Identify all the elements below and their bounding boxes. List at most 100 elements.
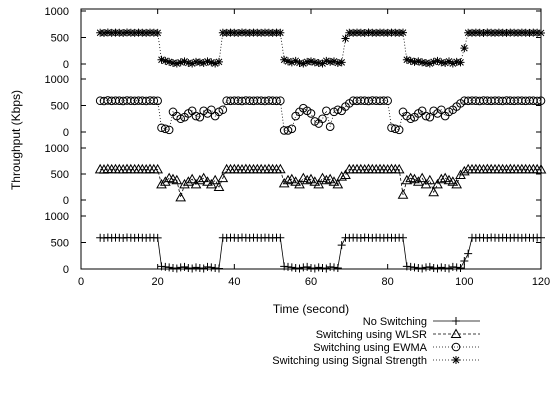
star-marker [437,58,446,67]
circle-marker [379,96,389,105]
star-marker [165,57,174,66]
circle-marker [283,126,293,135]
plus-marker [165,263,174,272]
star-marker [203,57,212,66]
star-marker [337,58,346,67]
circle-marker [425,112,435,122]
star-marker [291,56,300,65]
plus-marker [287,263,296,272]
x-tick-label: 100 [455,276,473,288]
star-marker [410,57,419,66]
star-marker [195,58,204,67]
plus-marker [161,262,170,271]
y-axis-ticks: 0 500 1000 0 500 1000 0 500 1000 0 500 1000 [45,6,541,276]
legend-label: Switching using WLSR [316,329,427,341]
y-tick-label: 1000 [45,74,69,86]
plus-marker [153,233,162,242]
plus-marker [441,263,450,272]
series-line [100,237,542,269]
plus-marker [464,249,473,258]
triangle-marker [171,174,183,185]
triangle-marker [340,169,351,180]
star-marker [184,58,193,67]
star-marker [414,57,423,66]
star-marker [537,28,545,37]
triangle-marker [274,163,286,174]
star-marker [284,57,292,66]
plus-marker [157,262,166,271]
plus-marker [192,263,200,272]
circle-marker [437,105,446,115]
triangle-marker [458,165,470,176]
plus-marker [180,262,189,271]
triangle-marker [397,189,409,199]
triangle-marker [432,178,443,189]
circle-marker [276,96,285,106]
star-marker [161,56,170,65]
triangle-marker [213,181,225,191]
star-marker [452,356,460,364]
plus-marker [100,233,108,242]
triangle-marker [328,176,340,186]
star-marker [425,59,434,68]
star-marker [307,57,315,66]
star-marker [452,57,461,66]
star-marker [418,58,427,67]
plus-marker [215,264,223,273]
plus-marker [330,263,338,272]
triangle-marker [198,172,210,183]
star-marker [399,28,407,37]
plus-marker [284,262,292,271]
plus-marker [211,263,220,272]
star-marker [326,57,335,66]
triangle-marker [98,164,110,174]
circle-marker [272,96,281,106]
star-marker [422,58,430,67]
plus-marker [318,263,327,272]
y-tick-label: 1000 [45,6,69,18]
series-line [100,100,542,131]
plus-marker [295,264,304,273]
plot-border [80,8,542,270]
plus-marker [203,262,212,271]
circle-marker [322,106,331,116]
star-marker [448,59,457,68]
plus-marker [437,263,446,272]
circle-marker [153,96,162,106]
circle-marker [421,111,431,121]
star-marker [429,57,438,66]
triangle-marker [401,174,413,185]
plus-marker [452,263,461,272]
star-marker [333,58,342,67]
y-tick-label: 500 [51,101,69,113]
star-marker [402,55,411,64]
plus-marker [448,262,457,271]
y-tick-label: 500 [51,238,69,250]
plus-marker [537,233,545,242]
plus-marker [399,233,407,242]
legend-label: Switching using EWMA [313,342,427,354]
plus-marker [326,262,335,271]
plus-marker [445,264,453,273]
circle-marker [287,124,297,134]
triangle-marker [194,174,206,185]
circle-marker [532,96,542,106]
star-marker [176,58,185,67]
triangle-marker [428,186,440,197]
plus-marker [199,264,208,273]
star-marker [433,56,442,65]
x-axis-label: Time (second) [273,302,349,316]
triangle-marker [320,174,332,185]
star-marker [314,58,323,67]
plus-marker [425,262,434,271]
circle-marker [451,342,461,352]
plus-marker [418,264,427,273]
plus-marker [456,263,465,272]
triangle-marker [156,178,167,189]
circle-marker [207,105,216,115]
y-tick-label: 500 [51,169,69,181]
circle-marker [383,96,392,106]
star-marker [153,28,162,37]
triangle-marker [152,163,164,174]
star-marker [406,56,415,65]
